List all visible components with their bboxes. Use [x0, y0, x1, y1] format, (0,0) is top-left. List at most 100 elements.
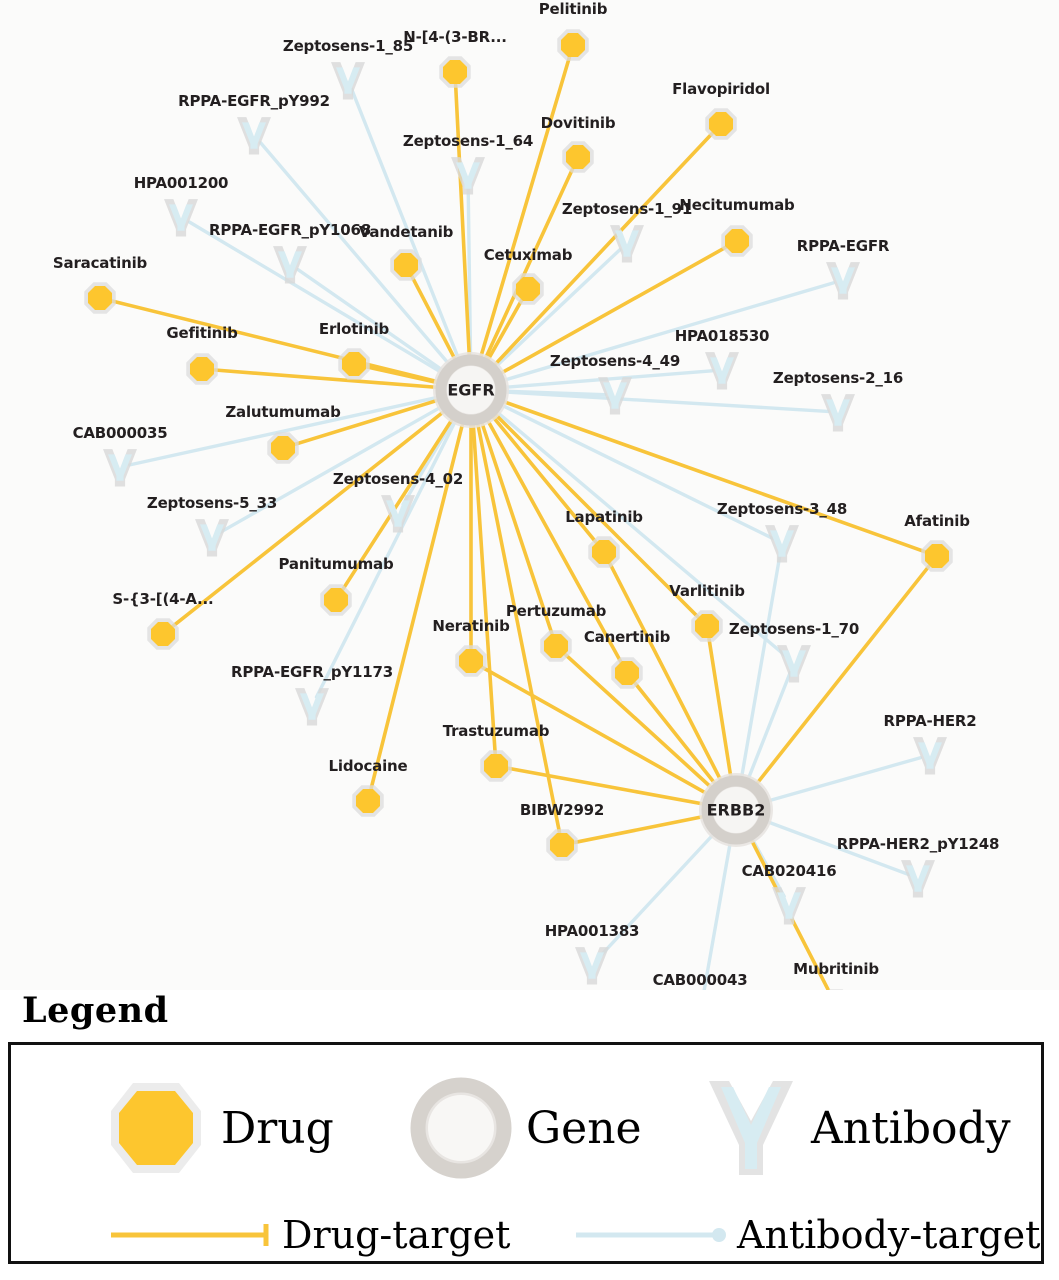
gene-icon [410, 1077, 512, 1179]
drug-node-body [724, 228, 750, 254]
legend-label-drug-target: Drug-target [282, 1213, 511, 1257]
drug-target-edge [482, 167, 575, 363]
drug-node[interactable] [721, 225, 753, 257]
drug-node[interactable] [439, 56, 471, 88]
antibody-node[interactable] [821, 394, 855, 432]
legend-label-drug: Drug [221, 1102, 334, 1154]
antibody-node[interactable] [295, 688, 329, 726]
antibody-node[interactable] [381, 495, 415, 533]
antibody-node[interactable] [273, 246, 307, 284]
network-svg[interactable] [0, 0, 1059, 1034]
drug-node[interactable] [540, 630, 572, 662]
legend-box: Drug Gene Antibody [8, 1042, 1044, 1264]
drug-target-edge [497, 245, 728, 377]
antibody-node-body [456, 162, 480, 189]
drug-edge-layer [110, 55, 931, 996]
drug-node[interactable] [338, 348, 370, 380]
antibody-node-body [826, 399, 850, 426]
drug-node[interactable] [562, 141, 594, 173]
antibody-node[interactable] [195, 519, 229, 557]
antibody-node[interactable] [765, 525, 799, 563]
drug-node-body [483, 753, 509, 779]
drug-node[interactable] [455, 645, 487, 677]
antibody-node[interactable] [103, 449, 137, 487]
drug-node-body [565, 144, 591, 170]
antibody-node-body [782, 650, 806, 677]
drug-node[interactable] [480, 750, 512, 782]
drug-node[interactable] [691, 610, 723, 642]
drug-target-edge [171, 408, 448, 628]
drug-icon [111, 1083, 201, 1173]
antibody-node[interactable] [237, 117, 271, 155]
drug-target-edge [608, 561, 724, 785]
antibody-target-edge [739, 551, 783, 784]
drug-node[interactable] [352, 785, 384, 817]
antibody-target-edge [496, 401, 775, 541]
drug-target-edge [633, 681, 719, 788]
antibody-target-edge [314, 415, 460, 699]
antibody-target-edge [744, 670, 793, 785]
antibody-target-edge-icon [576, 1228, 726, 1242]
antibody-edge-layer [128, 87, 923, 1006]
drug-node-body [150, 621, 176, 647]
antibody-node[interactable] [772, 887, 806, 925]
antibody-node-body [615, 230, 639, 257]
drug-node[interactable] [611, 657, 643, 689]
antibody-target-edge [762, 756, 923, 804]
gene-node[interactable] [433, 352, 509, 428]
antibody-node[interactable] [913, 737, 947, 775]
antibody-node[interactable] [598, 377, 632, 415]
network-graph[interactable]: Pelitinib N-[4-(3-BR... Flavopiridol Doviti… [0, 0, 1059, 1034]
drug-node-body [924, 543, 950, 569]
antibody-node[interactable] [164, 199, 198, 237]
antibody-target-edge [296, 268, 449, 375]
gene-node-layer[interactable] [433, 352, 773, 847]
antibody-node[interactable] [777, 645, 811, 683]
antibody-node-body [831, 267, 855, 294]
drug-node[interactable] [390, 249, 422, 281]
antibody-node[interactable] [575, 947, 609, 985]
drug-node-body [323, 587, 349, 613]
drug-node-body [189, 356, 215, 382]
drug-node[interactable] [267, 432, 299, 464]
gene-node-ring [435, 354, 507, 426]
drug-node[interactable] [546, 829, 578, 861]
drug-target-edge [293, 397, 443, 446]
antibody-node-halo [826, 262, 860, 300]
drug-node[interactable] [557, 29, 589, 61]
legend: Legend Drug Gene [0, 990, 1059, 1280]
antibody-node-body [108, 454, 132, 481]
drug-node[interactable] [921, 540, 953, 572]
antibody-node[interactable] [451, 157, 485, 195]
antibody-node-halo [575, 947, 609, 985]
antibody-node-body [242, 122, 266, 149]
drug-node[interactable] [320, 584, 352, 616]
antibody-node[interactable] [901, 860, 935, 898]
antibody-node-body [710, 357, 734, 384]
drug-node[interactable] [147, 618, 179, 650]
drug-target-edge [707, 637, 733, 782]
antibody-node-layer[interactable] [103, 62, 947, 1034]
antibody-node[interactable] [610, 225, 644, 263]
antibody-target-edge [499, 390, 830, 414]
antibody-node[interactable] [705, 352, 739, 390]
drug-node[interactable] [84, 282, 116, 314]
drug-target-edge [410, 274, 459, 364]
drug-node[interactable] [512, 273, 544, 305]
drug-node[interactable] [705, 108, 737, 140]
gene-node[interactable] [699, 773, 773, 847]
antibody-node-body [386, 500, 410, 527]
legend-item-gene: Gene [406, 1073, 642, 1183]
drug-node-body [341, 351, 367, 377]
antibody-node[interactable] [826, 262, 860, 300]
drug-node[interactable] [186, 353, 218, 385]
drug-target-edge [213, 368, 441, 390]
gene-node-core [447, 366, 495, 414]
drug-node[interactable] [588, 536, 620, 568]
antibody-node[interactable] [331, 62, 365, 100]
antibody-target-edge [491, 248, 622, 372]
drug-target-edge [563, 652, 715, 791]
antibody-node-halo [295, 688, 329, 726]
drug-node-layer[interactable] [84, 29, 953, 1021]
